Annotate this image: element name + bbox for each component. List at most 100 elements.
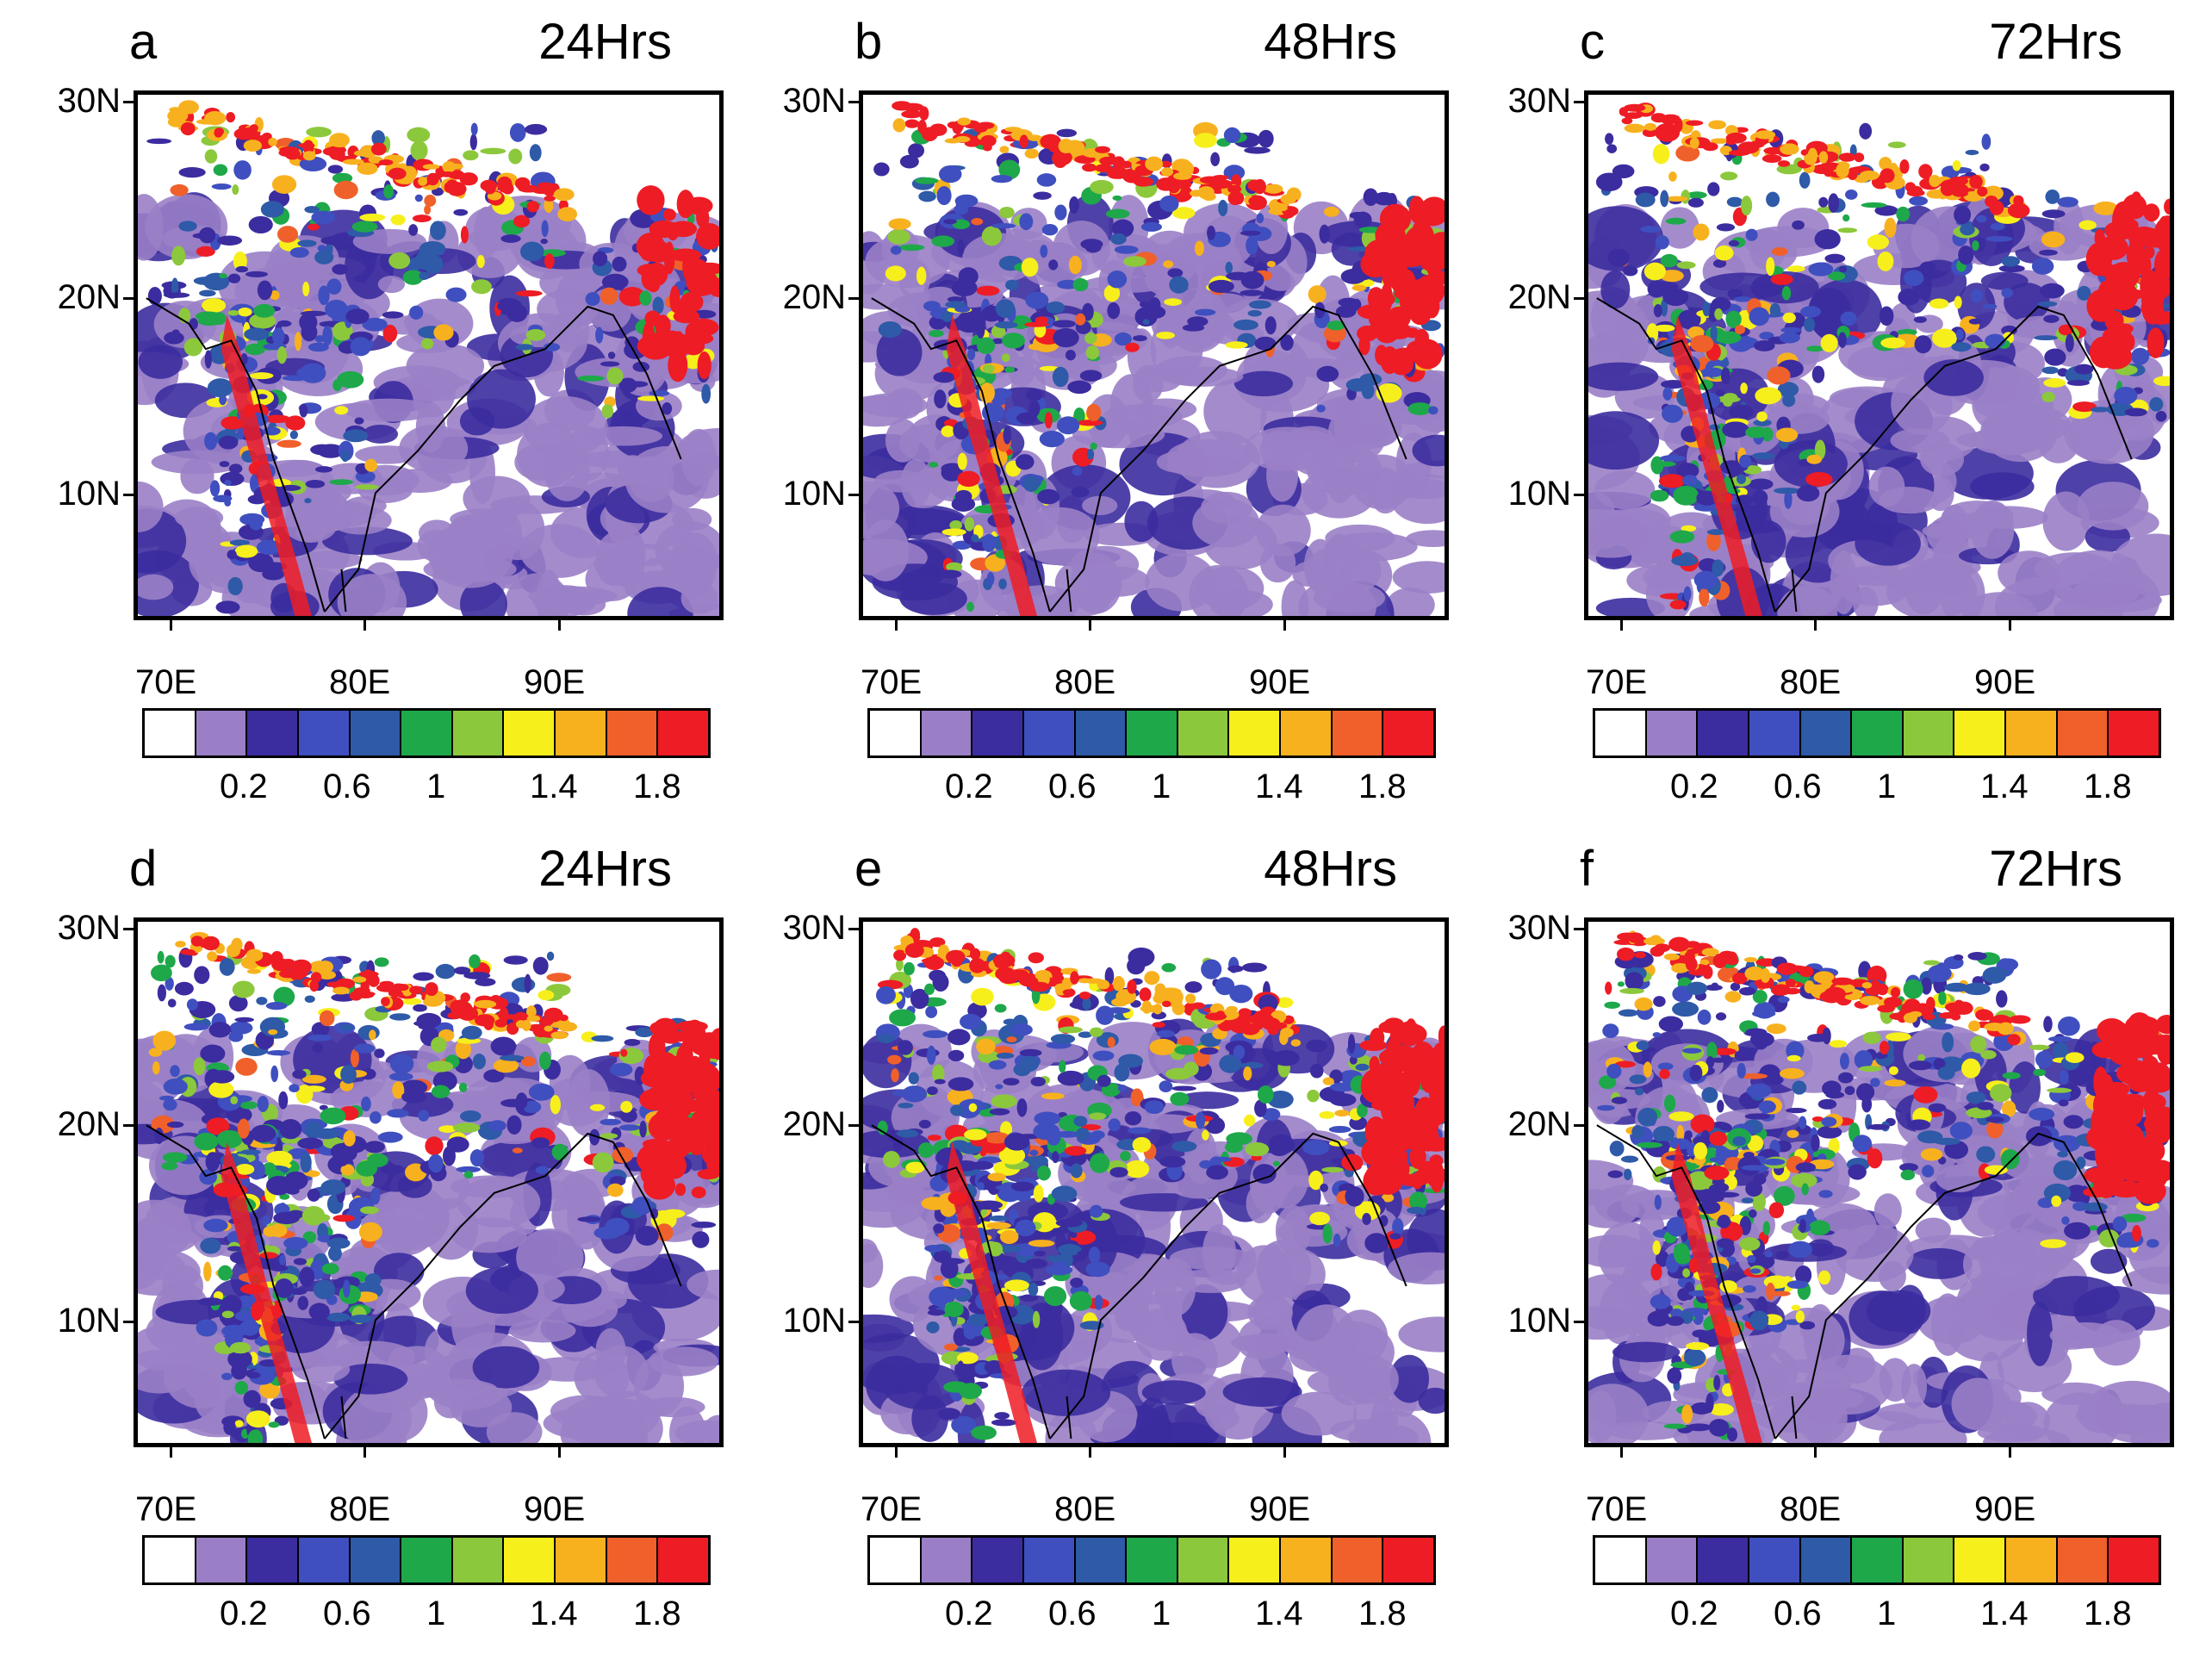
field-blob <box>1135 1397 1171 1443</box>
field-blob <box>1319 224 1330 244</box>
field-blob <box>1729 404 1754 420</box>
field-blob <box>1806 454 1823 464</box>
field-blob <box>1246 236 1258 255</box>
colorbar-cell <box>972 1538 1024 1582</box>
field-blob <box>1024 1259 1048 1269</box>
field-blob <box>1192 498 1260 548</box>
field-blob <box>297 239 317 247</box>
field-blob <box>237 1118 250 1139</box>
field-blob <box>1142 319 1150 326</box>
field-blob <box>655 1081 675 1115</box>
field-blob <box>550 1091 641 1113</box>
field-blob <box>1820 333 1838 352</box>
field-blob <box>1660 190 1669 208</box>
lat-label: 30N <box>57 909 121 947</box>
field-blob <box>1805 1203 1877 1249</box>
colorbar-cell <box>1127 1538 1178 1582</box>
field-blob <box>228 994 248 1012</box>
field-blob <box>475 1014 495 1027</box>
field-blob <box>1243 1066 1252 1081</box>
field-blob <box>202 298 227 313</box>
coastal-band <box>946 314 1038 616</box>
field-blob <box>2034 335 2058 341</box>
field-blob <box>1918 164 1933 179</box>
field-blob <box>1804 152 1817 165</box>
field-blob <box>639 290 652 306</box>
field-blob <box>262 1162 276 1176</box>
field-blob <box>1600 270 1631 309</box>
field-blob <box>235 265 249 273</box>
field-blob <box>1989 200 2004 215</box>
field-blob <box>329 506 392 535</box>
field-blob <box>138 1325 201 1371</box>
field-blob <box>1278 204 1288 212</box>
field-blob <box>1714 308 1724 320</box>
field-blob <box>994 321 1018 329</box>
field-blob <box>1030 1077 1046 1087</box>
field-blob <box>973 125 988 133</box>
field-blob <box>1396 1023 1427 1045</box>
field-blob <box>1069 196 1079 215</box>
field-blob <box>898 1040 913 1055</box>
field-blob <box>987 1172 1006 1182</box>
field-blob <box>453 208 469 216</box>
field-blob <box>641 265 661 291</box>
field-blob <box>1133 177 1154 187</box>
field-blob <box>320 1107 346 1125</box>
field-blob <box>605 1217 630 1236</box>
field-blob <box>2147 327 2165 358</box>
field-blob <box>600 1118 622 1126</box>
field-blob <box>193 277 219 285</box>
field-blob <box>299 1266 315 1287</box>
field-blob <box>1199 176 1221 184</box>
field-blob <box>1016 973 1027 981</box>
field-blob <box>263 1226 278 1237</box>
field-blob <box>343 1130 356 1147</box>
field-blob <box>1954 205 1972 225</box>
field-blob <box>264 414 291 424</box>
field-blob <box>388 991 404 998</box>
field-blob <box>273 1211 301 1225</box>
field-blob <box>1743 465 1762 475</box>
field-blob <box>976 1181 985 1191</box>
field-blob <box>957 452 967 470</box>
field-blob <box>354 417 364 425</box>
field-blob <box>347 146 359 159</box>
field-blob <box>383 184 394 199</box>
field-blob <box>1112 156 1126 170</box>
field-blob <box>321 1263 339 1275</box>
field-blob <box>1280 334 1294 351</box>
field-blob <box>1347 1034 1356 1054</box>
field-blob <box>984 1132 1010 1144</box>
field-blob <box>988 1060 1007 1070</box>
field-blob <box>138 1034 196 1074</box>
field-blob <box>1172 207 1196 220</box>
field-blob <box>1855 521 1921 566</box>
field-blob <box>1241 962 1267 973</box>
field-blob <box>2107 262 2141 289</box>
field-blob <box>595 326 604 344</box>
field-blob <box>163 1078 188 1095</box>
field-blob <box>260 201 284 218</box>
field-blob <box>1349 1055 1358 1065</box>
field-blob <box>301 1205 326 1226</box>
field-blob <box>1766 191 1780 208</box>
field-blob <box>2114 386 2138 405</box>
field-blob <box>546 973 572 982</box>
field-blob <box>1674 117 1683 133</box>
field-blob <box>2116 557 2142 603</box>
field-blob <box>1218 199 1228 217</box>
field-blob <box>488 1120 506 1132</box>
field-blob <box>200 1044 226 1063</box>
field-blob <box>1373 256 1387 273</box>
lon-tick <box>170 619 172 631</box>
field-blob <box>278 148 296 158</box>
field-blob <box>376 984 399 992</box>
field-blob <box>268 137 277 146</box>
lat-label: 10N <box>782 1302 846 1340</box>
field-blob <box>340 1065 357 1085</box>
field-blob <box>1056 416 1080 435</box>
field-blob <box>1053 153 1067 169</box>
field-blob <box>537 289 599 329</box>
field-blob <box>476 255 485 269</box>
